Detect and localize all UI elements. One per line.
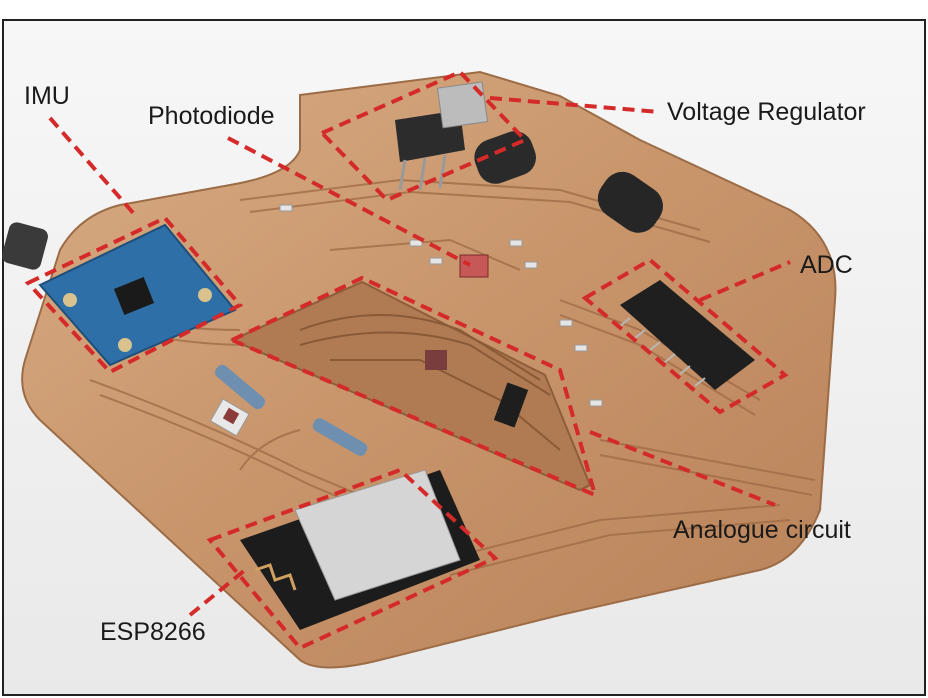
- analogue-circuit-box: [227, 275, 599, 499]
- voltage-regulator-leader: [489, 96, 661, 114]
- analogue-circuit-leader: [589, 430, 776, 507]
- label-analogue-circuit: Analogue circuit: [673, 516, 851, 544]
- voltage-regulator-component: [395, 81, 489, 191]
- imu-leader: [48, 116, 137, 217]
- esp8266-box: [206, 467, 499, 651]
- label-voltage-regulator: Voltage Regulator: [667, 98, 866, 126]
- smd-parts: [279, 204, 603, 407]
- adc-leader: [699, 260, 791, 302]
- esp8266-component: [240, 469, 480, 630]
- imu-component: [38, 223, 237, 367]
- adc-component: [619, 280, 755, 390]
- capacitor-1: [474, 131, 536, 184]
- label-adc: ADC: [800, 251, 853, 279]
- adc-box: [581, 257, 789, 415]
- resistors: [214, 364, 368, 456]
- capacitor-2: [597, 171, 663, 233]
- label-esp8266: ESP8266: [100, 618, 206, 646]
- esp8266-leader: [188, 568, 247, 617]
- voltage-regulator-box: [318, 69, 529, 203]
- annotations: [24, 69, 791, 651]
- photodiode-component: [459, 254, 489, 278]
- imu-box: [24, 215, 244, 375]
- label-imu: IMU: [24, 82, 70, 110]
- photodiode-leader: [227, 136, 471, 267]
- label-photodiode: Photodiode: [148, 102, 275, 130]
